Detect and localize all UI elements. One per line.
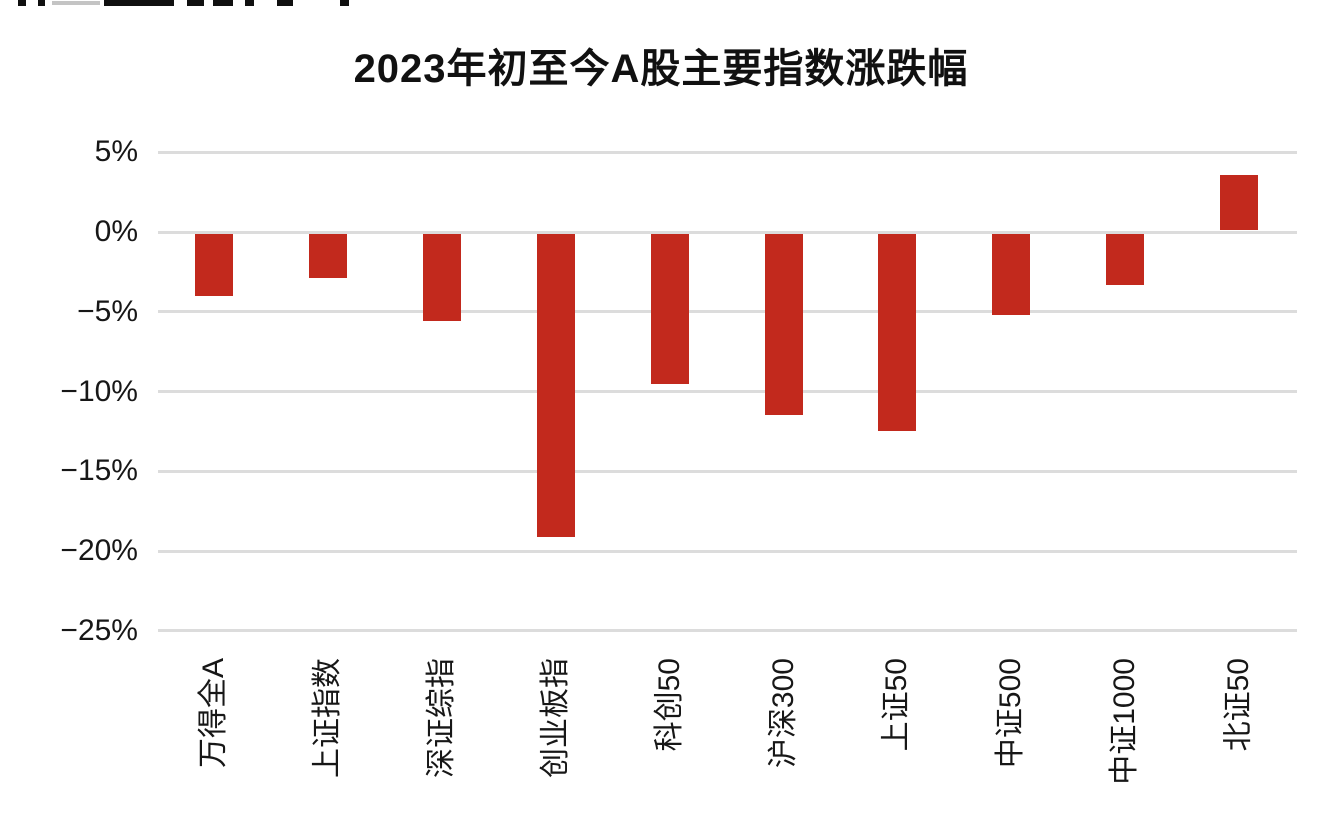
gridline (158, 549, 1297, 553)
x-category-label: 上证指数 (310, 658, 344, 778)
y-axis-tick-label: −20% (60, 534, 138, 567)
clipped-text-fragment-mark (104, 0, 174, 6)
bar-2 (422, 233, 461, 322)
y-axis-tick-label: 5% (94, 135, 138, 169)
chart-title: 2023年初至今A股主要指数涨跌幅 (353, 47, 969, 91)
x-category-label: 中证500 (994, 658, 1028, 769)
clipped-text-fragment-mark (277, 0, 293, 6)
clipped-text-fragment-mark (18, 0, 26, 6)
bar-8 (1106, 233, 1145, 285)
gridline (158, 150, 1297, 154)
bar-4 (650, 233, 689, 384)
gridline (158, 469, 1297, 473)
y-axis-tick-label: −25% (60, 613, 138, 647)
bar-3 (536, 233, 575, 537)
x-category-label: 中证1000 (1108, 658, 1142, 785)
x-category-label: 沪深300 (766, 658, 800, 769)
clipped-text-fragment-mark (38, 0, 45, 6)
clipped-text-fragment-mark (213, 0, 233, 6)
gridline (158, 310, 1297, 314)
x-category-label: 万得全A (197, 658, 230, 769)
x-category-label: 科创50 (652, 658, 686, 752)
gridline (158, 230, 1297, 234)
clipped-text-fragment-mark (245, 0, 254, 6)
x-category-label: 上证50 (880, 658, 914, 752)
bar-1 (308, 233, 347, 279)
x-category-label: 深证综指 (424, 658, 458, 778)
gridline (158, 629, 1297, 633)
x-category-label: 创业板指 (538, 658, 572, 778)
bar-7 (992, 233, 1031, 315)
bar-5 (764, 233, 803, 416)
clipped-text-fragment-mark (52, 1, 100, 5)
gridline (158, 390, 1297, 393)
y-axis-tick-label: −10% (60, 374, 138, 408)
clipped-text-fragment-mark (340, 0, 349, 6)
bar-6 (878, 233, 917, 432)
bar-0 (195, 233, 233, 296)
clipped-text-fragment-mark (187, 0, 204, 6)
bar-9 (1220, 174, 1259, 231)
x-category-label: 北证50 (1222, 658, 1256, 752)
y-axis-tick-label: −15% (60, 454, 138, 488)
y-axis-tick-label: 0% (94, 215, 138, 248)
y-axis-tick-label: −5% (77, 294, 138, 328)
